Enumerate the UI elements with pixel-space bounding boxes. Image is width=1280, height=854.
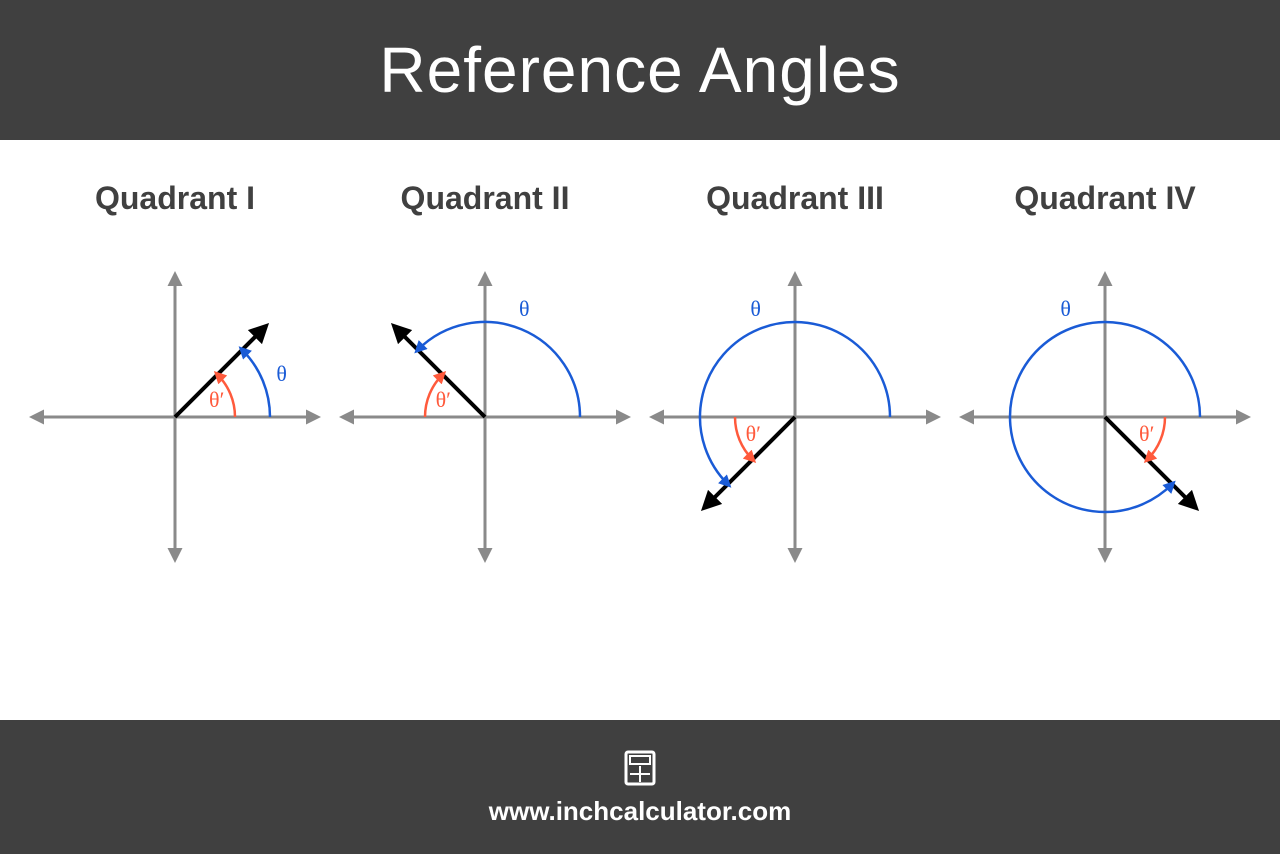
page-title: Reference Angles [379, 33, 900, 107]
footer-url: www.inchcalculator.com [489, 796, 791, 827]
footer-bar: www.inchcalculator.com [0, 720, 1280, 854]
panel-q4: Quadrant IV θ θ′ [950, 180, 1260, 587]
panel-q1: Quadrant I θ θ′ [20, 180, 330, 587]
svg-text:θ′: θ′ [436, 387, 451, 412]
panel-q3: Quadrant III θ θ′ [640, 180, 950, 587]
svg-text:θ: θ [276, 361, 287, 386]
svg-text:θ′: θ′ [746, 421, 761, 446]
diagram-q3: θ θ′ [645, 247, 945, 587]
panel-title: Quadrant I [95, 180, 255, 217]
diagram-q2: θ θ′ [335, 247, 635, 587]
svg-text:θ′: θ′ [1139, 421, 1154, 446]
panel-q2: Quadrant II θ θ′ [330, 180, 640, 587]
svg-text:θ: θ [1060, 296, 1071, 321]
panel-title: Quadrant II [401, 180, 570, 217]
svg-text:θ′: θ′ [209, 387, 224, 412]
svg-text:θ: θ [750, 296, 761, 321]
diagram-q4: θ θ′ [955, 247, 1255, 587]
diagram-q1: θ θ′ [25, 247, 325, 587]
svg-text:θ: θ [519, 296, 530, 321]
panel-title: Quadrant III [706, 180, 884, 217]
calculator-icon [620, 748, 660, 788]
header-bar: Reference Angles [0, 0, 1280, 140]
panel-title: Quadrant IV [1014, 180, 1195, 217]
diagrams-row: Quadrant I θ θ′ Quadrant II θ θ′ Quadrant … [0, 140, 1280, 720]
